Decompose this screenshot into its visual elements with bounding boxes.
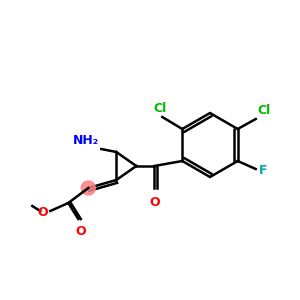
Text: Cl: Cl (154, 102, 167, 115)
Text: F: F (259, 164, 267, 176)
Text: Cl: Cl (258, 104, 271, 117)
Text: NH₂: NH₂ (73, 134, 99, 147)
Text: O: O (149, 196, 160, 209)
Text: O: O (38, 206, 48, 220)
Circle shape (81, 181, 95, 195)
Text: O: O (75, 225, 86, 238)
